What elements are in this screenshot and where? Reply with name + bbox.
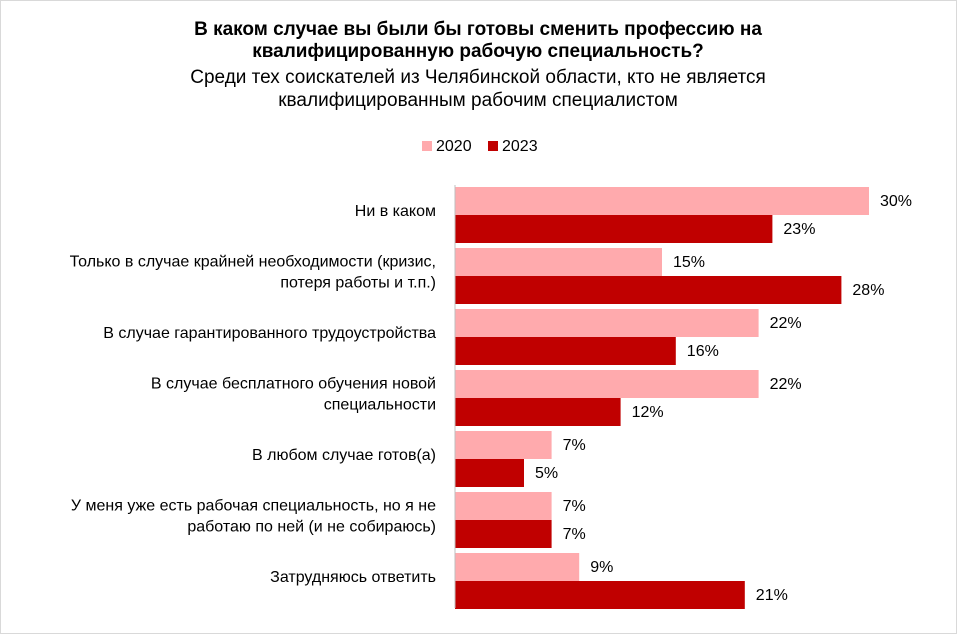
value-label: 7% xyxy=(563,437,586,454)
legend-swatch xyxy=(488,141,498,151)
value-label: 22% xyxy=(770,376,802,393)
legend-swatch xyxy=(422,141,432,151)
bar xyxy=(455,431,552,459)
legend-label: 2020 xyxy=(436,138,472,155)
bar xyxy=(455,492,552,520)
category-label: Ни в каком xyxy=(355,203,436,220)
bar xyxy=(455,520,552,548)
value-label: 23% xyxy=(783,221,815,238)
category-label: Только в случае крайней необходимости (к… xyxy=(70,254,436,271)
bar xyxy=(455,553,580,581)
value-label: 7% xyxy=(563,526,586,543)
value-label: 28% xyxy=(852,282,884,299)
chart-title: квалифицированную рабочую специальность? xyxy=(252,41,704,62)
category-label: В любом случае готов(а) xyxy=(252,447,436,464)
category-label: работаю по ней (и не собираюсь) xyxy=(187,519,436,536)
value-label: 5% xyxy=(535,465,558,482)
category-label: специальности xyxy=(324,397,436,414)
value-label: 16% xyxy=(687,343,719,360)
chart-subtitle: Среди тех соискателей из Челябинской обл… xyxy=(190,67,765,88)
category-label: потеря работы и т.п.) xyxy=(280,275,436,292)
value-label: 9% xyxy=(590,559,613,576)
category-label: В случае гарантированного трудоустройств… xyxy=(103,325,436,342)
legend-label: 2023 xyxy=(502,138,538,155)
value-label: 22% xyxy=(770,315,802,332)
bar xyxy=(455,459,524,487)
category-label: В случае бесплатного обучения новой xyxy=(151,376,436,393)
bar xyxy=(455,581,745,609)
category-label: Затрудняюсь ответить xyxy=(270,569,436,586)
value-label: 30% xyxy=(880,193,912,210)
bar xyxy=(455,248,662,276)
bar xyxy=(455,398,621,426)
bar xyxy=(455,337,676,365)
chart-subtitle: квалифицированным рабочим специалистом xyxy=(278,90,678,111)
bar xyxy=(455,370,759,398)
category-label: У меня уже есть рабочая специальность, н… xyxy=(71,498,436,515)
chart-title: В каком случае вы были бы готовы сменить… xyxy=(194,19,762,40)
value-label: 7% xyxy=(563,498,586,515)
bar xyxy=(455,215,773,243)
bar xyxy=(455,309,759,337)
bar xyxy=(455,276,842,304)
value-label: 15% xyxy=(673,254,705,271)
value-label: 21% xyxy=(756,587,788,604)
bar xyxy=(455,187,869,215)
value-label: 12% xyxy=(632,404,664,421)
